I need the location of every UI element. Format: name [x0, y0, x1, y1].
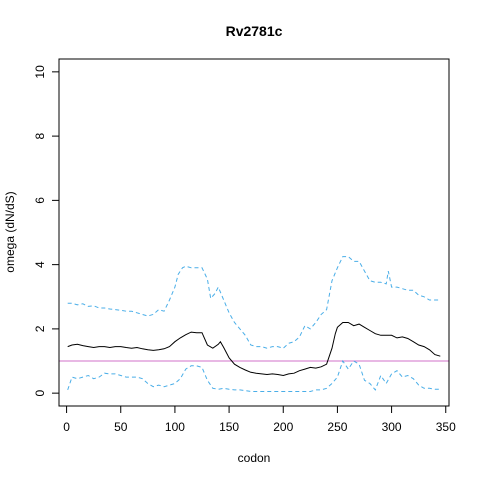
- x-tick-label: 200: [273, 420, 293, 434]
- y-tick-label: 2: [33, 325, 47, 332]
- x-tick-label: 50: [114, 420, 128, 434]
- y-tick-label: 0: [33, 389, 47, 396]
- y-tick-label: 6: [33, 197, 47, 204]
- x-axis-label: codon: [238, 451, 271, 465]
- omega-estimate-line: [67, 322, 441, 377]
- y-tick-label: 10: [33, 65, 47, 79]
- chart-title: Rv2781c: [226, 23, 283, 39]
- plot-frame: [58, 58, 450, 407]
- x-tick-label: 300: [382, 420, 402, 434]
- upper-bound-line: [67, 256, 441, 349]
- x-tick-label: 150: [219, 420, 239, 434]
- x-tick-label: 100: [165, 420, 185, 434]
- plot-area: [59, 256, 449, 392]
- lower-bound-line: [67, 359, 441, 392]
- x-tick-label: 350: [436, 420, 456, 434]
- x-tick-label: 0: [63, 420, 70, 434]
- y-axis-label: omega (dN/dS): [3, 191, 17, 272]
- y-tick-label: 8: [33, 132, 47, 139]
- x-tick-label: 250: [327, 420, 347, 434]
- axes: 0 50 100 150 200 250 300 350 0 2 4 6 8 10: [33, 65, 456, 434]
- y-tick-label: 4: [33, 261, 47, 268]
